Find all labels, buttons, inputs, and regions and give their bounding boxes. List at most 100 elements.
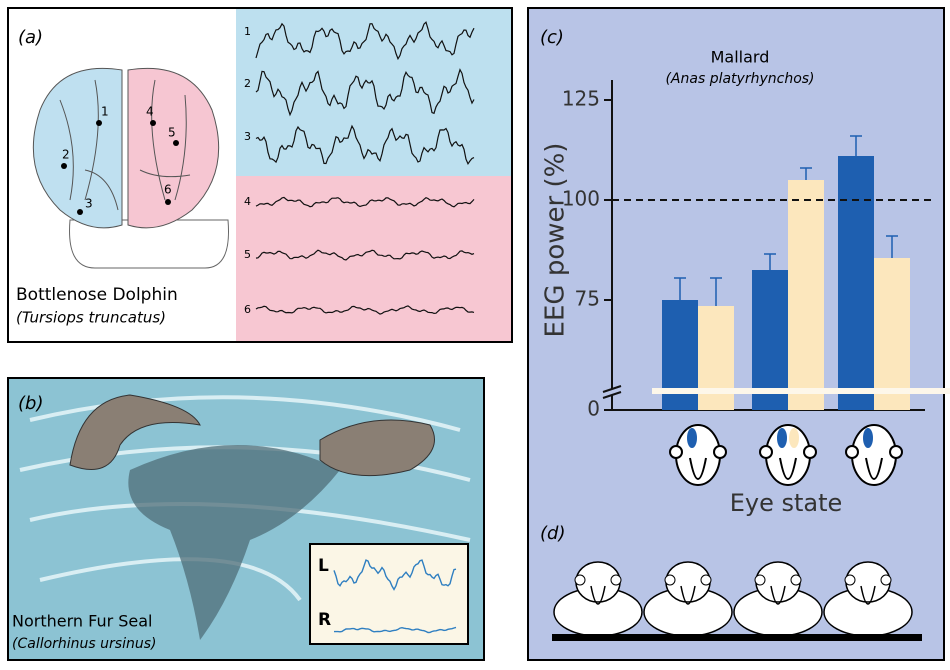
duck bbox=[823, 561, 913, 637]
eeg-trace bbox=[255, 196, 475, 208]
duck bbox=[553, 561, 643, 637]
axis-break bbox=[602, 385, 622, 399]
eeg-traces bbox=[333, 559, 457, 634]
duck-eye bbox=[844, 574, 856, 586]
eye-state-icon bbox=[669, 424, 727, 486]
eeg-trace bbox=[255, 249, 475, 261]
duck bbox=[643, 561, 733, 637]
electrode bbox=[61, 163, 67, 169]
species-name: Bottlenose Dolphin bbox=[16, 285, 178, 305]
ducks bbox=[553, 561, 913, 637]
electrode-label: 5 bbox=[168, 126, 176, 140]
beak bbox=[779, 457, 797, 480]
axis-break-gap bbox=[602, 389, 622, 395]
species-latin: (Tursiops truncatus) bbox=[16, 309, 166, 327]
ground-bar bbox=[552, 634, 922, 641]
head bbox=[851, 424, 897, 486]
bar-break bbox=[652, 388, 950, 394]
duck-beak bbox=[590, 585, 606, 605]
bar bbox=[752, 270, 788, 410]
seal-body bbox=[128, 445, 340, 640]
species-name: Northern Fur Seal bbox=[12, 612, 153, 631]
bar bbox=[788, 180, 824, 410]
electrode-label: 1 bbox=[101, 105, 109, 119]
panel-a: 1 2 3 4 5 6 (a) Bottlenose Dolphin (Turs… bbox=[7, 7, 513, 343]
chart: 0 75 100 125 bbox=[562, 80, 950, 486]
panel-b: L R (b) Northern Fur Seal (Callorhinus u… bbox=[7, 377, 485, 661]
eeg-traces: 1 2 3 4 5 6 bbox=[244, 21, 475, 316]
trace-label: R bbox=[318, 610, 331, 630]
hemisphere bbox=[687, 428, 697, 448]
duck-beak bbox=[770, 585, 786, 605]
eeg-trace bbox=[333, 559, 457, 591]
chart-subtitle: (Anas platyrhynchos) bbox=[665, 71, 814, 87]
seal-head bbox=[319, 419, 435, 477]
eye-state-icon bbox=[845, 424, 903, 486]
duck bbox=[733, 561, 823, 637]
trace-bg-left bbox=[236, 9, 511, 176]
head bbox=[765, 424, 811, 486]
eye bbox=[713, 445, 727, 459]
trace-label: 4 bbox=[244, 195, 251, 208]
electrode bbox=[165, 199, 171, 205]
hemisphere bbox=[863, 428, 873, 448]
panel-label: (d) bbox=[540, 523, 565, 544]
trace-label: 6 bbox=[244, 303, 251, 316]
hemisphere bbox=[789, 428, 799, 448]
electrode bbox=[77, 209, 83, 215]
eye bbox=[803, 445, 817, 459]
duck-beak bbox=[860, 585, 876, 605]
bar bbox=[874, 258, 910, 410]
eye bbox=[759, 445, 773, 459]
beak bbox=[865, 457, 883, 480]
electrode bbox=[173, 140, 179, 146]
y-axis-label: EEG power (%) bbox=[541, 143, 571, 338]
seal-flipper bbox=[69, 394, 201, 470]
panel-label: (c) bbox=[540, 27, 564, 48]
hemisphere bbox=[699, 428, 709, 448]
chart-title: Mallard bbox=[711, 48, 770, 67]
trace-label: L bbox=[318, 556, 329, 576]
y-tick-label: 75 bbox=[575, 287, 600, 311]
panel-c: (c) Mallard (Anas platyrhynchos) EEG pow… bbox=[527, 7, 950, 661]
y-tick-label: 0 bbox=[587, 397, 600, 421]
panel-label: (a) bbox=[18, 27, 43, 48]
species-latin: (Callorhinus ursinus) bbox=[12, 636, 156, 652]
left-hemisphere bbox=[32, 67, 123, 229]
electrode-label: 6 bbox=[164, 183, 172, 197]
eye bbox=[669, 445, 683, 459]
right-hemisphere bbox=[127, 67, 220, 229]
eeg-trace bbox=[255, 124, 475, 166]
duck-eye bbox=[610, 574, 622, 586]
duck-eye bbox=[754, 574, 766, 586]
eye-state-icon bbox=[759, 424, 817, 486]
eeg-trace bbox=[255, 21, 475, 61]
eye bbox=[889, 445, 903, 459]
trace-label: 5 bbox=[244, 248, 251, 261]
electrode bbox=[150, 120, 156, 126]
duck-eye bbox=[574, 574, 586, 586]
bar bbox=[838, 156, 874, 410]
panel-label: (b) bbox=[18, 393, 43, 414]
x-axis-label: Eye state bbox=[730, 489, 843, 517]
duck-beak bbox=[680, 585, 696, 605]
electrode-label: 3 bbox=[85, 197, 93, 211]
bar bbox=[698, 306, 734, 410]
hemisphere bbox=[875, 428, 885, 448]
electrodes bbox=[61, 120, 179, 215]
brainstem bbox=[69, 219, 230, 269]
duck-eye bbox=[700, 574, 712, 586]
eeg-trace bbox=[255, 305, 475, 315]
eeg-trace bbox=[334, 626, 457, 634]
head bbox=[675, 424, 721, 486]
duck-eye bbox=[790, 574, 802, 586]
duck-eye bbox=[880, 574, 892, 586]
sulci bbox=[59, 79, 191, 211]
hemisphere bbox=[777, 428, 787, 448]
duck-eye bbox=[664, 574, 676, 586]
trace-bg-right bbox=[236, 176, 511, 341]
trace-label: 2 bbox=[244, 77, 251, 90]
y-tick-label: 100 bbox=[562, 187, 600, 211]
beak bbox=[689, 457, 707, 480]
